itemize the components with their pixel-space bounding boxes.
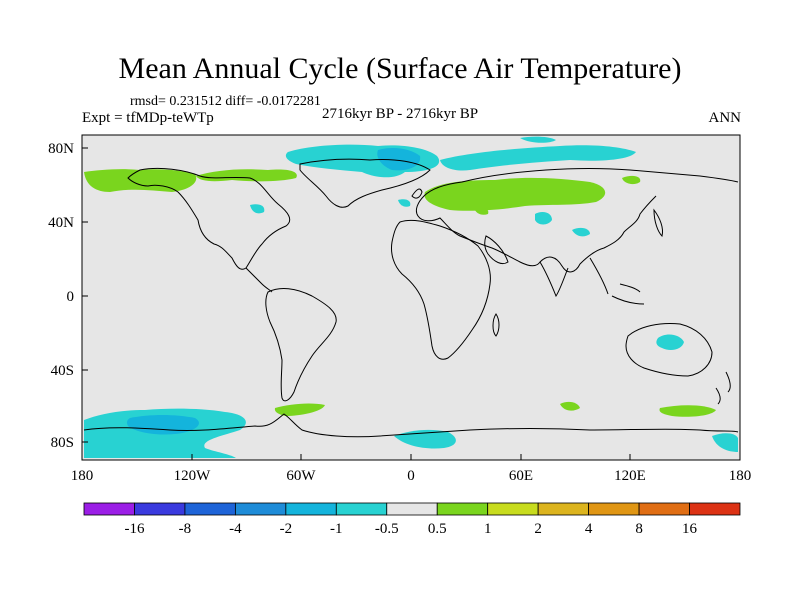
eurasia-warm-region [424, 177, 606, 211]
colorbar-label: 2 [534, 521, 542, 537]
arctic-cool-strip [440, 145, 636, 171]
colorbar-box [537, 502, 590, 516]
lat-axis: 80N 40N 0 40S 80S [48, 141, 88, 451]
africa-warm [474, 207, 489, 215]
lon-label-180e: 180 [729, 468, 752, 484]
southern-ocean-warm-3 [659, 405, 716, 417]
season-label: ANN [708, 110, 742, 126]
lat-label-eq: 0 [67, 289, 75, 305]
antarctic-strong-cool [126, 415, 199, 435]
colorbar-box [588, 502, 640, 516]
anomaly-regions [84, 136, 738, 458]
colorbar-label: 4 [585, 521, 593, 537]
colorbar-box [689, 502, 741, 516]
colorbar-box [638, 502, 690, 516]
coast-north-america [127, 167, 291, 270]
colorbar-box [436, 502, 489, 516]
colorbar-label: 1 [484, 521, 492, 537]
experiment-label: Expt = tfMDp-teWTp [82, 110, 214, 126]
colorbar-label: -2 [280, 521, 293, 537]
lat-label-40n: 40N [48, 215, 74, 231]
southern-ocean-warm-1 [274, 403, 325, 416]
lon-label-120e: 120E [614, 468, 646, 484]
coast-south-america [265, 288, 337, 402]
lon-label-0: 0 [407, 468, 415, 484]
colorbar-box [83, 502, 135, 516]
central-asia-cool [535, 212, 552, 225]
colorbar-box [335, 502, 388, 516]
lat-label-80n: 80N [48, 141, 74, 157]
coast-antarctica [83, 413, 739, 438]
colorbar-label: 16 [682, 521, 698, 537]
colorbar-label: -8 [179, 521, 192, 537]
antarctic-cool-far-east [712, 433, 738, 452]
coast-india [539, 261, 569, 298]
lon-label-120w: 120W [174, 468, 212, 484]
colorbar-label: -16 [124, 521, 144, 537]
north-atlantic-cool [250, 204, 265, 214]
coast-greenland [299, 158, 431, 208]
coast-australia [625, 323, 713, 377]
coast-uk [411, 188, 423, 199]
coast-madagascar [492, 313, 500, 337]
colorbar-label: -4 [229, 521, 242, 537]
east-asia-warm [622, 175, 641, 185]
lon-label-60e: 60E [509, 468, 533, 484]
colorbar-label: -0.5 [375, 521, 399, 537]
mediterranean-cool [398, 199, 411, 207]
stats-text: rmsd= 0.231512 diff= -0.0172281 [130, 94, 321, 109]
colorbar-box [487, 502, 539, 516]
colorbar-box [285, 502, 337, 516]
coast-southeast-asia [589, 257, 645, 305]
alaska-warm-region [84, 169, 197, 192]
coast-new-zealand [715, 371, 731, 405]
lat-label-80s: 80S [51, 435, 74, 451]
colorbar-label: 0.5 [428, 521, 447, 537]
canada-warm-strip [196, 169, 297, 182]
colorbar-box [184, 502, 236, 516]
colorbar-label: -1 [330, 521, 343, 537]
australia-cool [656, 334, 684, 350]
map-background [81, 134, 741, 461]
arctic-cool-small [520, 136, 556, 143]
period-label: 2716kyr BP - 2716kyr BP [321, 106, 479, 122]
coastlines [83, 158, 739, 438]
tibet-cool [572, 227, 590, 237]
lon-label-180w: 180 [71, 468, 94, 484]
coast-arabia [484, 235, 509, 265]
lon-label-60w: 60W [286, 468, 316, 484]
greenland-strong-cool [377, 148, 421, 171]
coast-japan [653, 208, 663, 237]
southern-ocean-warm-2 [560, 401, 580, 411]
colorbar-box [234, 502, 287, 516]
colorbar-box [386, 502, 438, 516]
lon-axis: 180 120W 60W 0 60E 120E 180 [71, 454, 752, 484]
map-title: Mean Annual Cycle (Surface Air Temperatu… [118, 52, 682, 85]
antarctic-cool-east [394, 429, 456, 449]
map-panel [81, 134, 741, 461]
lat-label-40s: 40S [51, 363, 74, 379]
colorbar: -16 -8 -4 -2 -1 -0.5 0.5 1 2 4 8 16 [83, 502, 741, 537]
coast-central-america [245, 267, 273, 293]
coast-africa [391, 219, 491, 360]
colorbar-label: 8 [635, 521, 643, 537]
colorbar-box [134, 502, 186, 516]
